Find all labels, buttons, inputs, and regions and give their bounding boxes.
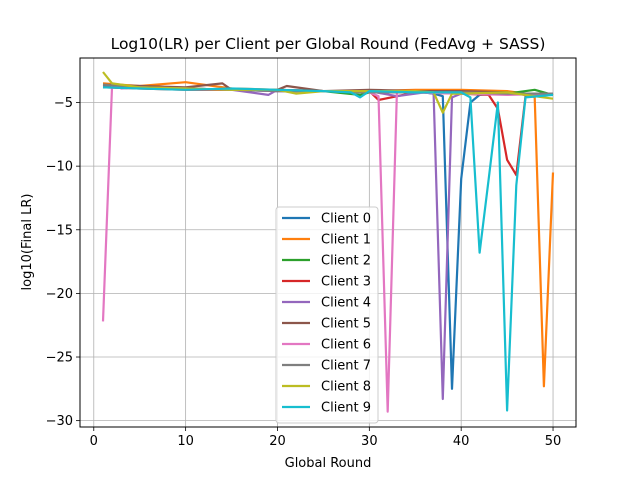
y-tick-label: −25 bbox=[46, 351, 73, 366]
plot-frame bbox=[79, 57, 577, 428]
y-axis-label: log10(Final LR) bbox=[20, 194, 35, 291]
x-tick-label: 20 bbox=[269, 434, 286, 449]
legend-label: Client 2 bbox=[321, 254, 371, 269]
y-tick-label: −10 bbox=[46, 160, 73, 175]
legend-label: Client 5 bbox=[321, 317, 371, 332]
x-tick-label: 50 bbox=[545, 434, 562, 449]
y-tick-label: −20 bbox=[46, 287, 73, 302]
legend-label: Client 3 bbox=[321, 275, 371, 290]
x-tick-label: 10 bbox=[177, 434, 194, 449]
chart-title: Log10(LR) per Client per Global Round (F… bbox=[111, 35, 546, 53]
x-tick-label: 0 bbox=[90, 434, 98, 449]
legend: Client 0 Client 1 Client 2 Client 3 Client 4… bbox=[275, 206, 379, 424]
legend-label: Client 1 bbox=[321, 233, 371, 248]
series-line-client-9 bbox=[102, 86, 554, 412]
y-tick-label: −15 bbox=[46, 223, 73, 238]
legend-label: Client 7 bbox=[321, 359, 371, 374]
legend-label: Client 6 bbox=[321, 338, 371, 353]
y-tick-label: −5 bbox=[54, 96, 73, 111]
legend-label: Client 4 bbox=[321, 296, 371, 311]
ticks: 0 10 20 30 40 50 −30 −25 −20 −15 −10 −5 bbox=[46, 96, 562, 449]
y-tick-label: −30 bbox=[46, 414, 73, 429]
x-tick-label: 40 bbox=[453, 434, 470, 449]
series-lines bbox=[101, 71, 555, 413]
legend-label: Client 9 bbox=[321, 401, 371, 416]
x-axis-label: Global Round bbox=[285, 456, 372, 471]
x-tick-label: 30 bbox=[361, 434, 378, 449]
legend-label: Client 8 bbox=[321, 380, 371, 395]
legend-label: Client 0 bbox=[321, 212, 371, 227]
